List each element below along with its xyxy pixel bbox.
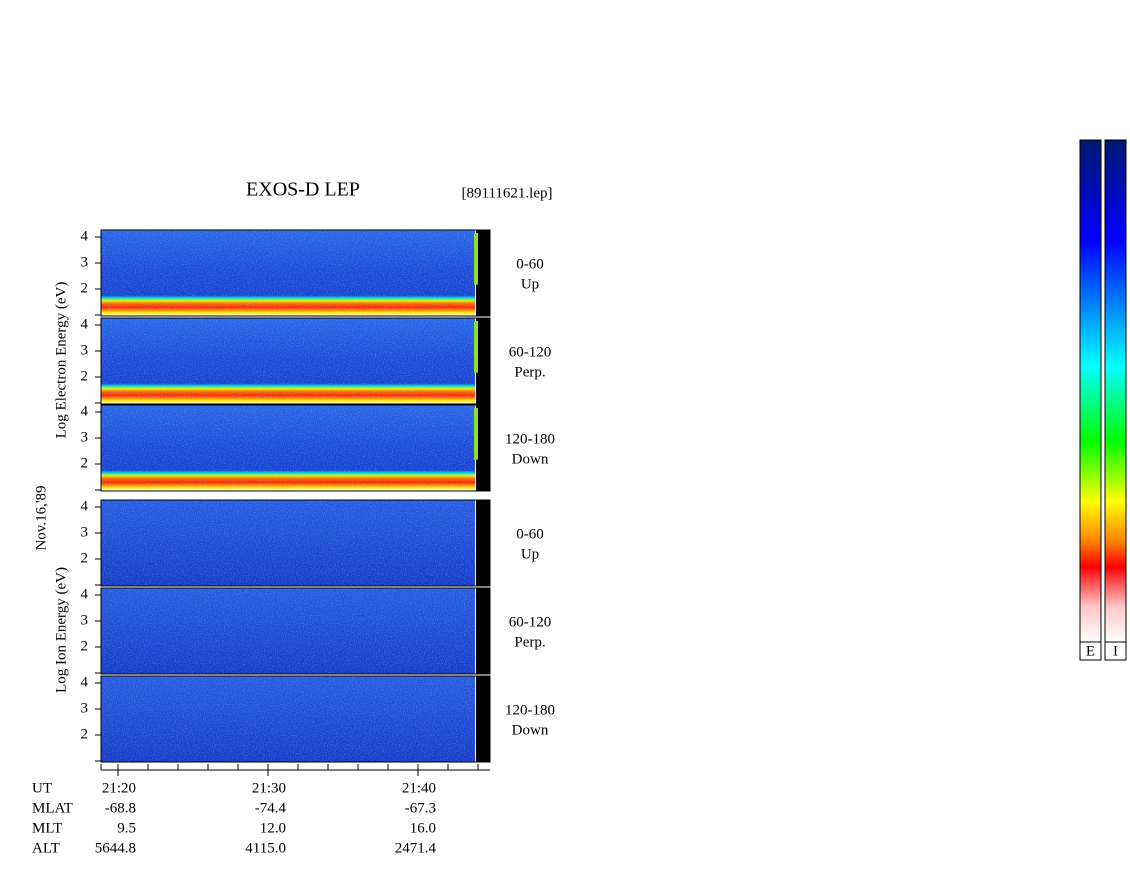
panel-direction: Up bbox=[521, 276, 539, 292]
y-tick-label: 3 bbox=[81, 342, 89, 358]
panel-range: 60-120 bbox=[509, 344, 552, 360]
y-tick-label: 3 bbox=[81, 254, 89, 270]
row-label: ALT bbox=[32, 840, 60, 856]
row-value: 16.0 bbox=[410, 820, 436, 836]
no-data-strip bbox=[476, 500, 490, 586]
edge-strip bbox=[474, 321, 478, 373]
y-tick-label: 3 bbox=[81, 612, 89, 628]
no-data-strip bbox=[476, 676, 490, 762]
y-tick-label: 3 bbox=[81, 700, 89, 716]
spectrogram-texture bbox=[101, 676, 475, 762]
y-tick-label: 2 bbox=[81, 368, 89, 384]
colorbar-label-box bbox=[1079, 641, 1102, 661]
panel-frame bbox=[100, 587, 491, 675]
row-value: 5644.8 bbox=[95, 840, 136, 856]
spectrogram-texture bbox=[101, 230, 475, 316]
electron-axis-label: Log Electron Energy (eV) bbox=[53, 282, 69, 439]
row-value: -67.3 bbox=[405, 800, 436, 816]
date: Nov.16,'89 bbox=[33, 485, 49, 550]
y-tick-label: 4 bbox=[81, 674, 89, 690]
row-label: UT bbox=[32, 780, 52, 796]
edge-strip bbox=[474, 233, 478, 285]
spectrogram-texture bbox=[101, 588, 475, 674]
y-tick-label: 3 bbox=[81, 524, 89, 540]
row-value: 4115.0 bbox=[245, 840, 286, 856]
row-value: 21:40 bbox=[402, 780, 436, 796]
row-value: 9.5 bbox=[117, 820, 136, 836]
row-value: 21:30 bbox=[252, 780, 286, 796]
y-tick-label: 2 bbox=[81, 550, 89, 566]
edge-strip bbox=[474, 408, 478, 460]
panel-range: 0-60 bbox=[516, 256, 544, 272]
y-tick-label: 2 bbox=[81, 455, 89, 471]
row-value: -68.8 bbox=[105, 800, 136, 816]
no-data-strip bbox=[476, 405, 490, 491]
row-label: MLT bbox=[32, 820, 62, 836]
title: EXOS-D LEP bbox=[246, 179, 360, 201]
row-label: MLAT bbox=[32, 800, 73, 816]
y-tick-label: 4 bbox=[81, 498, 89, 514]
y-tick-label: 2 bbox=[81, 638, 89, 654]
colorbar-label-box bbox=[1104, 641, 1127, 661]
row-value: -74.4 bbox=[255, 800, 287, 816]
ion-axis-label: Log Ion Energy (eV) bbox=[53, 567, 69, 693]
panel-frame bbox=[100, 675, 491, 763]
y-tick-label: 4 bbox=[81, 316, 89, 332]
colorbar bbox=[1104, 139, 1127, 643]
colorbar-label: I bbox=[1113, 643, 1118, 659]
panel-direction: Down bbox=[512, 451, 549, 467]
row-value: 2471.4 bbox=[395, 840, 437, 856]
panel-direction: Up bbox=[521, 546, 539, 562]
row-value: 12.0 bbox=[260, 820, 286, 836]
panel-range: 60-120 bbox=[509, 614, 552, 630]
y-tick-label: 4 bbox=[81, 403, 89, 419]
spectrogram-texture bbox=[101, 318, 475, 404]
panel-frame bbox=[100, 317, 491, 405]
row-value: 21:20 bbox=[102, 780, 136, 796]
file-name: [89111621.lep] bbox=[462, 185, 553, 201]
spectrogram-texture bbox=[101, 500, 475, 586]
panel-range: 120-180 bbox=[505, 431, 555, 447]
y-tick-label: 4 bbox=[81, 586, 89, 602]
no-data-strip bbox=[476, 318, 490, 404]
panel-direction: Down bbox=[512, 722, 549, 738]
y-tick-label: 4 bbox=[81, 228, 89, 244]
panel-frame bbox=[100, 404, 491, 492]
y-tick-label: 3 bbox=[81, 429, 89, 445]
panel-frame bbox=[100, 229, 491, 317]
y-tick-label: 2 bbox=[81, 726, 89, 742]
panel-range: 120-180 bbox=[505, 702, 555, 718]
panel-range: 0-60 bbox=[516, 526, 544, 542]
colorbar bbox=[1079, 139, 1102, 643]
colorbar-label: E bbox=[1086, 643, 1095, 659]
y-tick-label: 2 bbox=[81, 280, 89, 296]
spectrogram-texture bbox=[101, 405, 475, 491]
panel-direction: Perp. bbox=[514, 364, 545, 380]
panel-direction: Perp. bbox=[514, 634, 545, 650]
no-data-strip bbox=[476, 588, 490, 674]
no-data-strip bbox=[476, 230, 490, 316]
panel-frame bbox=[100, 499, 491, 587]
